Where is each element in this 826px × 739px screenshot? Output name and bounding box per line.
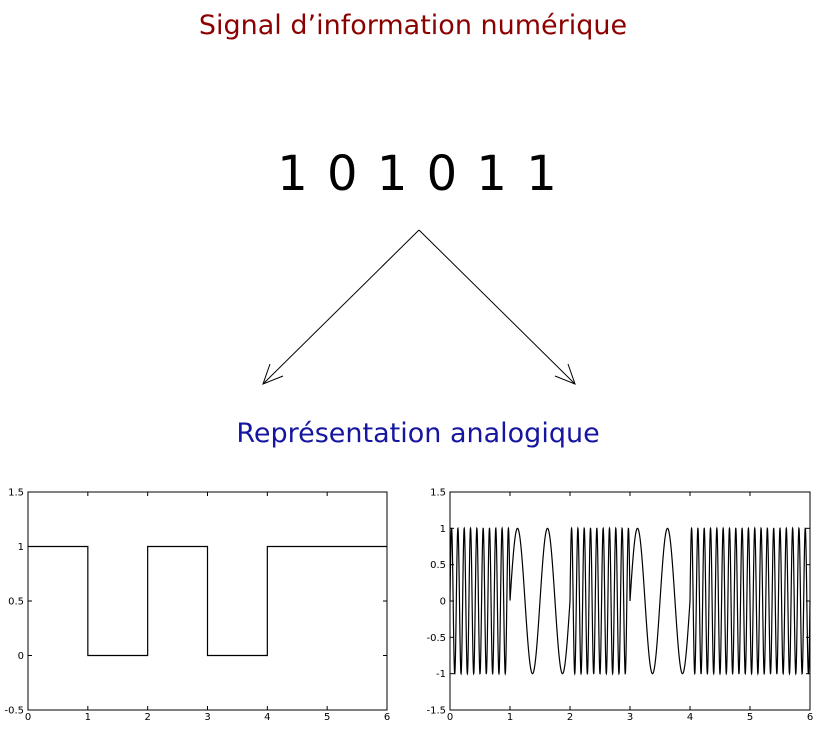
right-plot-ytick-label: 0.5 — [430, 560, 446, 571]
left-plot-ytick-label: -0.5 — [4, 706, 24, 717]
right-plot-xtick-label: 1 — [507, 712, 513, 723]
bit-sequence: 1 0 1 0 1 1 — [277, 146, 559, 202]
right-plot-xtick-label: 4 — [687, 712, 693, 723]
right-plot-ytick-label: -1.5 — [426, 706, 446, 717]
page-title: Signal d’information numérique — [198, 10, 628, 41]
right-plot-ytick-label: 1.5 — [430, 488, 446, 499]
right-plot-ytick-label: 1 — [440, 524, 446, 535]
left-plot-ytick-label: 0 — [18, 651, 24, 662]
left-plot-series-line — [28, 545, 387, 657]
right-plot-series-line — [449, 526, 811, 676]
right-plot-xtick-label: 2 — [567, 712, 573, 723]
arrow-left-head — [262, 363, 284, 385]
right-plot-xtick-label: 3 — [627, 712, 633, 723]
left-plot-xtick-label: 0 — [25, 712, 31, 723]
right-plot-ytick-label: 0 — [440, 597, 446, 608]
left-plot-xtick-label: 3 — [204, 712, 210, 723]
left-plot-ytick-label: 0.5 — [8, 597, 24, 608]
left-plot-xtick-label: 6 — [384, 712, 390, 723]
right-plot-xtick-label: 5 — [747, 712, 753, 723]
arrow-right — [418, 229, 576, 385]
left-plot-xtick-label: 2 — [144, 712, 150, 723]
right-plot-xtick-label: 6 — [807, 712, 813, 723]
left-plot-ytick-label: 1 — [18, 542, 24, 553]
arrow-left — [262, 229, 420, 385]
right-plot-ytick-label: -1 — [436, 669, 446, 680]
left-plot-ytick-label: 1.5 — [8, 488, 24, 499]
right-plot-xtick-label: 0 — [447, 712, 453, 723]
section-subtitle: Représentation analogique — [236, 418, 600, 449]
left-plot-xtick-label: 5 — [324, 712, 330, 723]
arrow-right-head — [554, 363, 576, 385]
left-plot-xtick-label: 4 — [264, 712, 270, 723]
left-plot-xtick-label: 1 — [85, 712, 91, 723]
right-plot-ytick-label: -0.5 — [426, 633, 446, 644]
